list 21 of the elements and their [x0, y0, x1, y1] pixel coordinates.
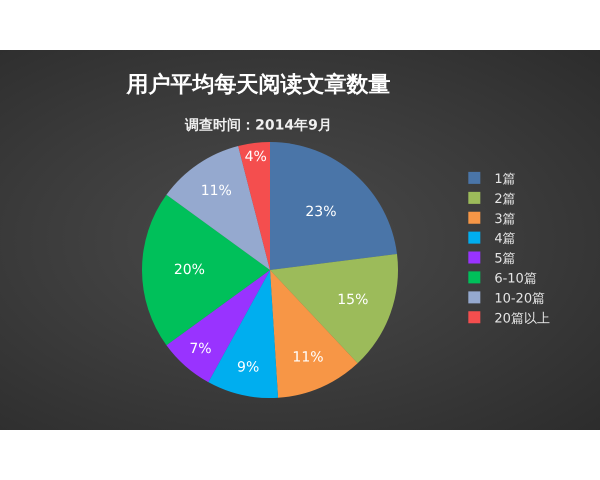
data-label: 9% [237, 360, 260, 376]
pie-slice [238, 142, 270, 270]
legend-label: 20篇以上 [494, 311, 550, 326]
data-label: 4% [244, 149, 267, 166]
legend-label: 3篇 [494, 212, 516, 227]
legend-label: 2篇 [494, 192, 516, 207]
data-label: 15% [337, 292, 368, 308]
pie-slice [270, 254, 398, 364]
legend-label: 4篇 [494, 232, 516, 247]
chart-title: 用户平均每天阅读文章数量 [125, 71, 390, 98]
chart-subtitle: 调查时间：2014年9月 [184, 118, 332, 134]
legend-label: 5篇 [494, 252, 516, 267]
data-label: 11% [292, 350, 324, 366]
legend-label: 10-20篇 [494, 291, 546, 306]
data-label: 7% [189, 340, 212, 357]
legend-label: 1篇 [494, 172, 516, 188]
legend-label: 6-10篇 [494, 272, 537, 287]
pie-slice [270, 142, 397, 270]
data-label: 20% [174, 262, 205, 278]
data-label: 23% [305, 204, 337, 220]
data-label: 11% [200, 182, 232, 199]
